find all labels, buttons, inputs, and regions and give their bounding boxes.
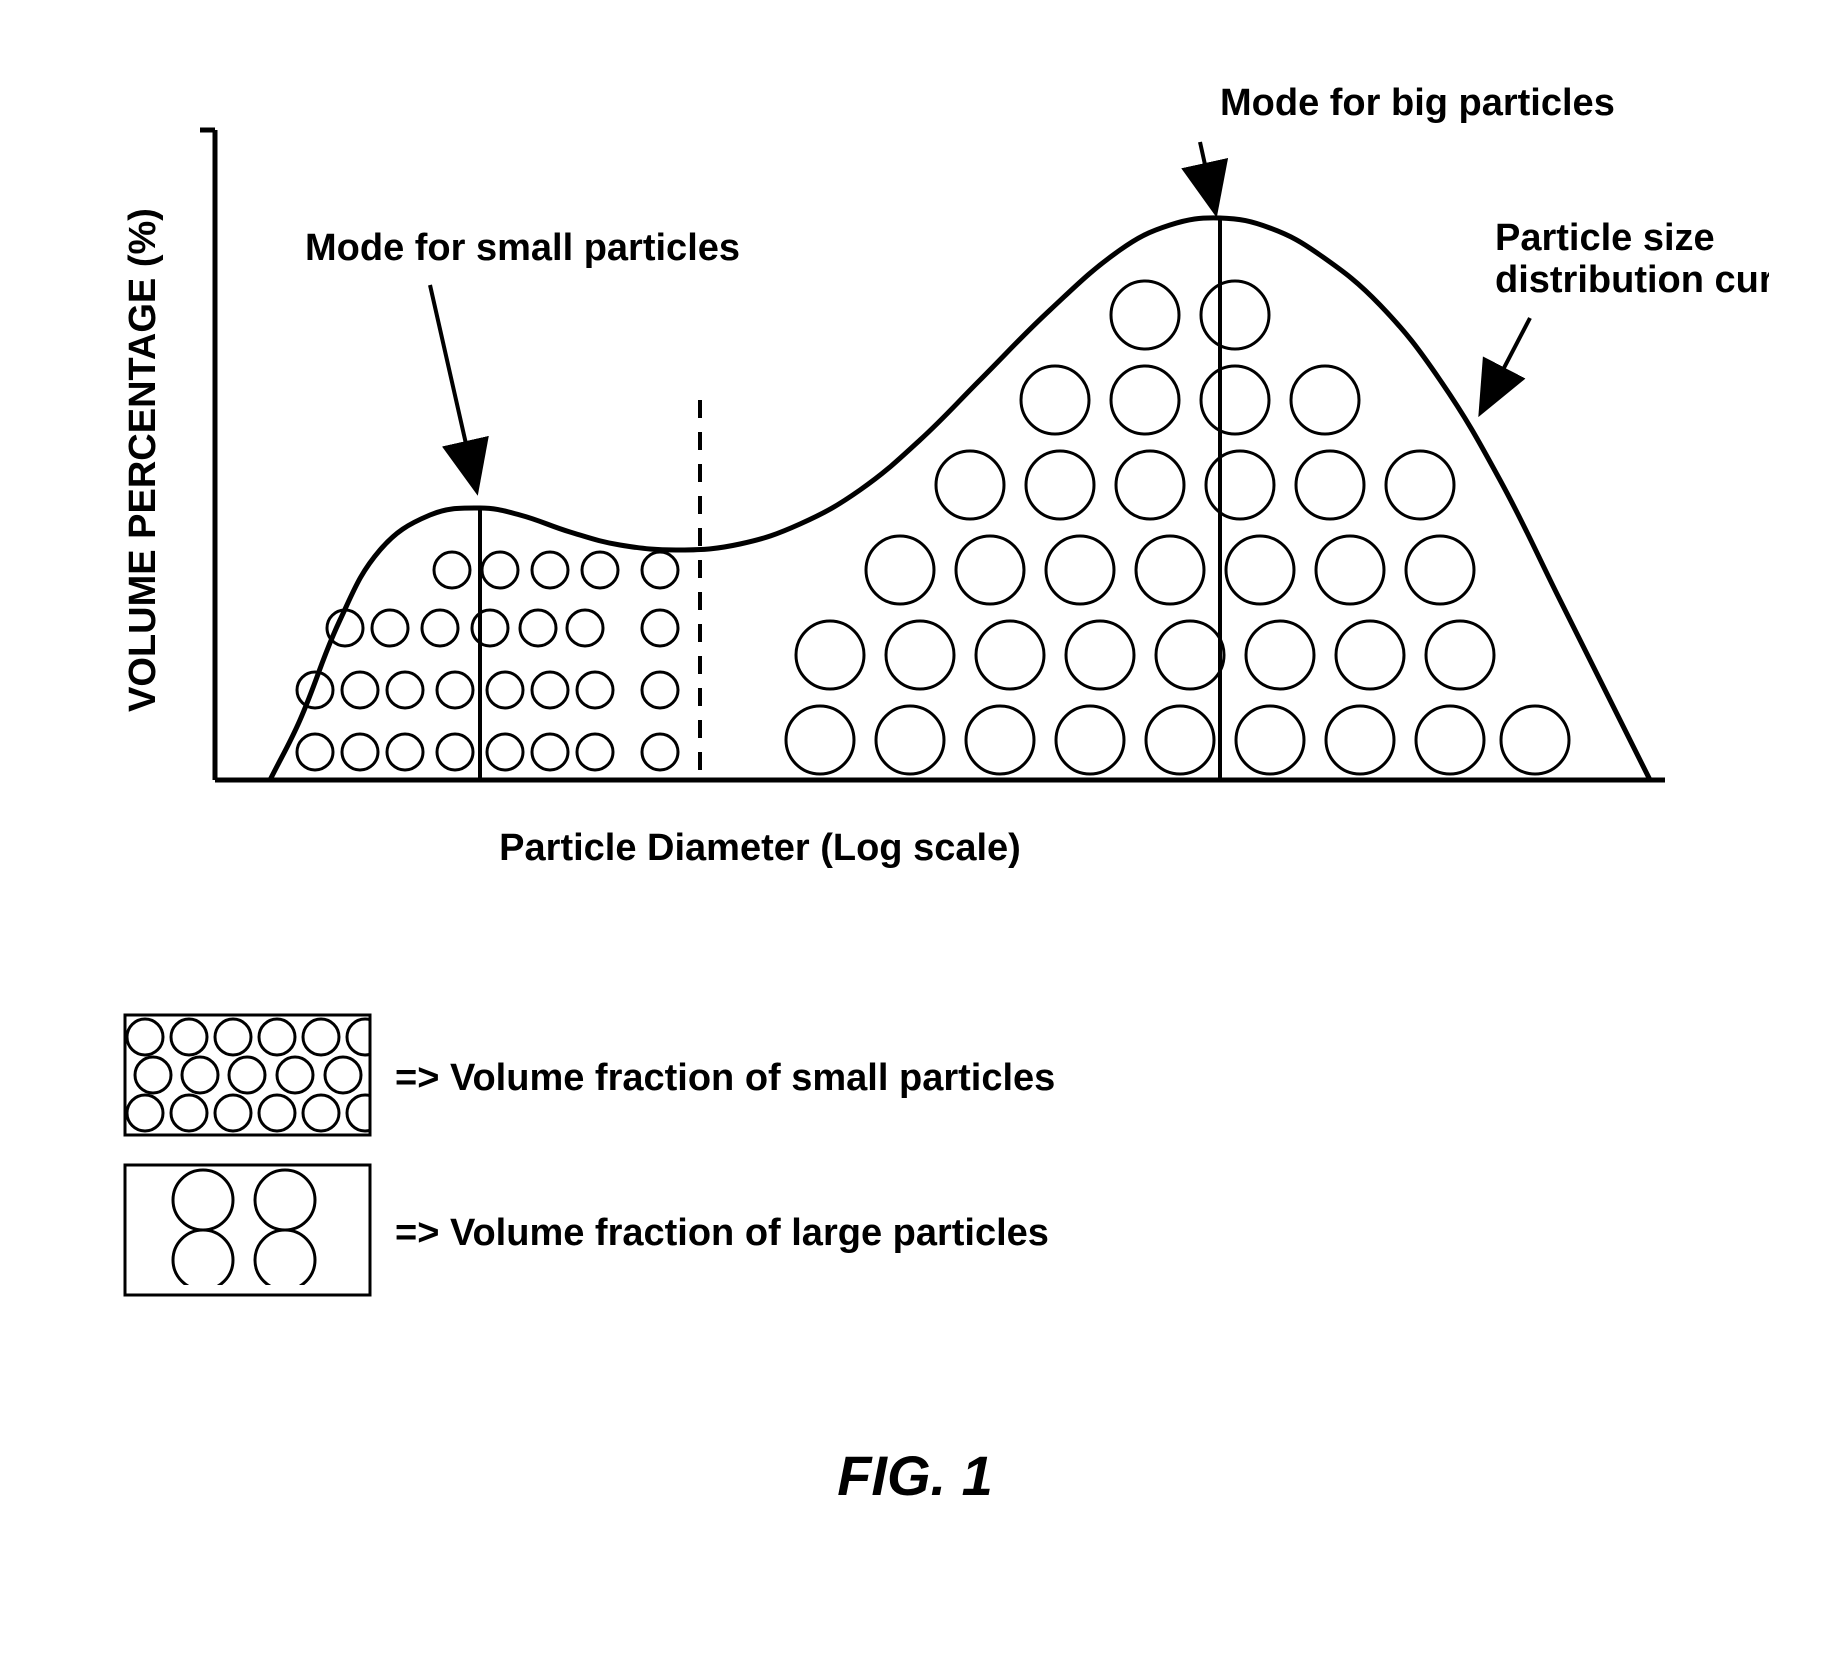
small-particle-circle — [482, 552, 518, 588]
small-particle-circle — [532, 672, 568, 708]
legend-small-swatch — [125, 1015, 383, 1135]
small-particle-circle — [342, 734, 378, 770]
small-particle-circle — [567, 610, 603, 646]
large-particle-circle — [1226, 536, 1294, 604]
large-particle-circle — [1386, 451, 1454, 519]
small-particle-circle — [577, 734, 613, 770]
large-particle-circle — [1246, 621, 1314, 689]
small-particle-circle — [520, 610, 556, 646]
large-particle-circle — [1296, 451, 1364, 519]
large-particle-circle — [1201, 366, 1269, 434]
large-particle-circle — [1501, 706, 1569, 774]
mode-small-label: Mode for small particles — [305, 227, 740, 269]
large-particle-circle — [1206, 451, 1274, 519]
large-particle-circle — [956, 536, 1024, 604]
large-particle-circle — [1406, 536, 1474, 604]
small-particle-circle — [327, 610, 363, 646]
figure-svg: VOLUME PERCENTAGE (%) Particle Diameter … — [60, 60, 1769, 1612]
large-particle-circle — [1201, 281, 1269, 349]
large-particle-circle — [1146, 706, 1214, 774]
small-particle-circle — [372, 610, 408, 646]
large-particle-circle — [866, 536, 934, 604]
y-axis-label: VOLUME PERCENTAGE (%) — [122, 208, 164, 712]
large-particle-circle — [976, 621, 1044, 689]
small-particle-circle — [532, 734, 568, 770]
mode-big-label: Mode for big particles — [1220, 82, 1615, 124]
small-particle-circle — [532, 552, 568, 588]
legend-large-label: => Volume fraction of large particles — [395, 1212, 1049, 1254]
large-particle-circle — [1056, 706, 1124, 774]
distribution-curve — [270, 218, 1650, 780]
large-particles-region — [786, 281, 1569, 774]
large-particle-circle — [1326, 706, 1394, 774]
large-particle-circle — [1111, 366, 1179, 434]
curve-label-line1: Particle size — [1495, 217, 1715, 259]
small-particle-circle — [487, 672, 523, 708]
small-particle-circle — [342, 672, 378, 708]
large-particle-circle — [1111, 281, 1179, 349]
small-particle-circle — [387, 672, 423, 708]
small-particle-circle — [582, 552, 618, 588]
large-particle-circle — [1021, 366, 1089, 434]
small-particle-circle — [642, 734, 678, 770]
large-particle-circle — [966, 706, 1034, 774]
small-particle-circle — [434, 552, 470, 588]
large-particle-circle — [1046, 536, 1114, 604]
large-particle-circle — [936, 451, 1004, 519]
x-axis-label: Particle Diameter (Log scale) — [499, 827, 1021, 869]
large-particle-circle — [1116, 451, 1184, 519]
large-particle-circle — [886, 621, 954, 689]
arrow-mode-big — [1200, 142, 1215, 210]
small-particle-circle — [577, 672, 613, 708]
small-particle-circle — [487, 734, 523, 770]
small-particle-circle — [422, 610, 458, 646]
small-particle-circle — [642, 552, 678, 588]
curve-label-line2: distribution curve — [1495, 259, 1769, 301]
arrow-curve — [1482, 318, 1530, 410]
large-particle-circle — [1316, 536, 1384, 604]
small-particle-circle — [437, 672, 473, 708]
figure-caption: FIG. 1 — [837, 1444, 993, 1507]
figure-container: VOLUME PERCENTAGE (%) Particle Diameter … — [60, 60, 1769, 1612]
large-particle-circle — [1066, 621, 1134, 689]
large-particle-circle — [796, 621, 864, 689]
large-particle-circle — [1236, 706, 1304, 774]
small-particle-circle — [437, 734, 473, 770]
large-particle-circle — [1136, 536, 1204, 604]
small-particle-circle — [387, 734, 423, 770]
small-particle-circle — [642, 672, 678, 708]
large-particle-circle — [1156, 621, 1224, 689]
small-particle-circle — [472, 610, 508, 646]
small-particle-circle — [297, 734, 333, 770]
large-particle-circle — [1026, 451, 1094, 519]
legend-small-label: => Volume fraction of small particles — [395, 1057, 1055, 1099]
legend-large-swatch — [125, 1165, 370, 1295]
large-particle-circle — [786, 706, 854, 774]
large-particle-circle — [1416, 706, 1484, 774]
large-particle-circle — [876, 706, 944, 774]
small-particle-circle — [642, 610, 678, 646]
large-particle-circle — [1291, 366, 1359, 434]
arrow-mode-small — [430, 285, 476, 488]
large-particle-circle — [1426, 621, 1494, 689]
large-particle-circle — [1336, 621, 1404, 689]
